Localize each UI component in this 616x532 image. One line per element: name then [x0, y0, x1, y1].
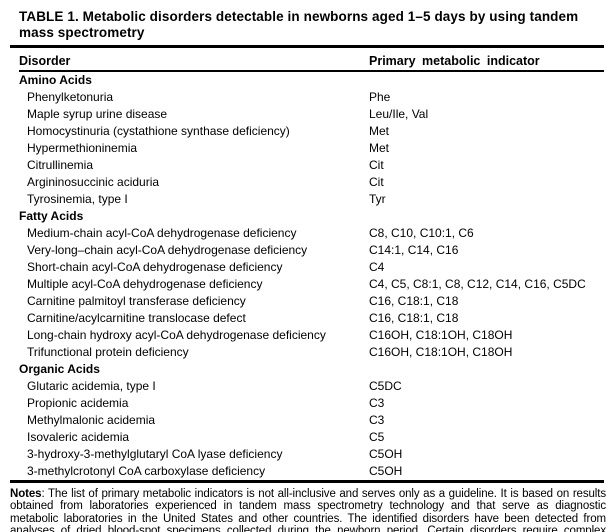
table-title-block: TABLE 1. Metabolic disorders detectable …	[10, 9, 604, 41]
disorder-cell: Trifunctional protein deficiency	[27, 345, 189, 359]
table-body: Amino Acids Phenylketonuria Phe Maple syrup…	[19, 72, 604, 480]
table-row: Long-chain hydroxy acyl-CoA dehydrogenas…	[19, 327, 604, 344]
indicator-cell: C14:1, C14, C16	[369, 243, 459, 257]
disorder-cell: Short-chain acyl-CoA dehydrogenase defic…	[27, 260, 283, 274]
indicator-cell: C8, C10, C10:1, C6	[369, 226, 474, 240]
disorder-cell: Isovaleric acidemia	[27, 430, 130, 444]
disorder-cell: Multiple acyl-CoA dehydrogenase deficien…	[27, 277, 263, 291]
section-name: Fatty Acids	[19, 209, 84, 223]
disorder-cell: Glutaric acidemia, type I	[27, 379, 156, 393]
disorder-cell: Argininosuccinic aciduria	[27, 175, 160, 189]
section-indicator-cell	[369, 208, 604, 225]
table-row: Methylmalonic acidemia C3	[19, 412, 604, 429]
column-header-disorder: Disorder	[19, 54, 71, 68]
disorder-cell: Methylmalonic acidemia	[27, 413, 156, 427]
disorder-cell: Homocystinuria (cystathione synthase def…	[27, 124, 290, 138]
indicator-cell: Cit	[369, 158, 384, 172]
indicator-cell: C5	[369, 430, 385, 444]
disorder-cell: Very-long–chain acyl-CoA dehydrogenase d…	[27, 243, 308, 257]
indicator-cell: Tyr	[369, 192, 386, 206]
disorder-cell: Medium-chain acyl-CoA dehydrogenase defi…	[27, 226, 297, 240]
table-row: 3-methylcrotonyl CoA carboxylase deficie…	[19, 463, 604, 480]
section-name: Amino Acids	[19, 73, 92, 87]
indicator-cell: C16OH, C18:1OH, C18OH	[369, 345, 513, 359]
table-row: Very-long–chain acyl-CoA dehydrogenase d…	[19, 242, 604, 259]
disorder-cell: 3-methylcrotonyl CoA carboxylase deficie…	[27, 464, 266, 478]
table-row: Tyrosinemia, type I Tyr	[19, 191, 604, 208]
table-row: Carnitine palmitoyl transferase deficien…	[19, 293, 604, 310]
indicator-cell: C4	[369, 260, 385, 274]
section-header-row: Amino Acids	[19, 72, 604, 89]
indicator-cell: Met	[369, 141, 390, 155]
table-1: TABLE 1. Metabolic disorders detectable …	[10, 9, 604, 483]
indicator-cell: Leu/Ile, Val	[369, 107, 429, 121]
disorder-cell: Citrullinemia	[27, 158, 94, 172]
indicator-cell: C16, C18:1, C18	[369, 294, 459, 308]
disorder-cell: Hypermethioninemia	[27, 141, 138, 155]
section-indicator-cell	[369, 361, 604, 378]
indicator-cell: C5OH	[369, 447, 403, 461]
disorder-cell: Propionic acidemia	[27, 396, 129, 410]
table-row: Propionic acidemia C3	[19, 395, 604, 412]
section-header-row: Fatty Acids	[19, 208, 604, 225]
table-row: 3-hydroxy-3-methylglutaryl CoA lyase def…	[19, 446, 604, 463]
disorder-cell: Maple syrup urine disease	[27, 107, 168, 121]
indicator-cell: C16OH, C18:1OH, C18OH	[369, 328, 513, 342]
disorder-cell: 3-hydroxy-3-methylglutaryl CoA lyase def…	[27, 447, 283, 461]
section-header-row: Organic Acids	[19, 361, 604, 378]
indicator-cell: C3	[369, 413, 385, 427]
indicator-cell: C4, C5, C8:1, C8, C12, C14, C16, C5DC	[369, 277, 586, 291]
indicator-cell: C5OH	[369, 464, 403, 478]
indicator-cell: Phe	[369, 90, 391, 104]
table-row: Hypermethioninemia Met	[19, 140, 604, 157]
indicator-cell: C16, C18:1, C18	[369, 311, 459, 325]
disorder-cell: Tyrosinemia, type I	[27, 192, 128, 206]
indicator-cell: C5DC	[369, 379, 402, 393]
title-rule	[10, 45, 604, 48]
table-title: TABLE 1. Metabolic disorders detectable …	[19, 9, 579, 40]
indicator-cell: Met	[369, 124, 390, 138]
table-row: Citrullinemia Cit	[19, 157, 604, 174]
table-row: Phenylketonuria Phe	[19, 89, 604, 106]
section-indicator-cell	[369, 72, 604, 89]
disorder-cell: Carnitine palmitoyl transferase deficien…	[27, 294, 246, 308]
section-name: Organic Acids	[19, 362, 100, 376]
disorder-cell: Phenylketonuria	[27, 90, 114, 104]
table-notes: Notes: The list of primary metabolic ind…	[10, 488, 606, 532]
notes-label: Notes	[10, 488, 42, 500]
table-row: Maple syrup urine disease Leu/Ile, Val	[19, 106, 604, 123]
table-row: Carnitine/acylcarnitine translocase defe…	[19, 310, 604, 327]
disorder-cell: Long-chain hydroxy acyl-CoA dehydrogenas…	[27, 328, 326, 342]
table-row: Argininosuccinic aciduria Cit	[19, 174, 604, 191]
table-row: Glutaric acidemia, type I C5DC	[19, 378, 604, 395]
table-row: Medium-chain acyl-CoA dehydrogenase defi…	[19, 225, 604, 242]
table-row: Short-chain acyl-CoA dehydrogenase defic…	[19, 259, 604, 276]
indicator-cell: Cit	[369, 175, 384, 189]
disorder-cell: Carnitine/acylcarnitine translocase defe…	[27, 311, 246, 325]
column-header-indicator: Primary metabolic indicator	[369, 54, 540, 68]
table-row: Homocystinuria (cystathione synthase def…	[19, 123, 604, 140]
table-row: Multiple acyl-CoA dehydrogenase deficien…	[19, 276, 604, 293]
table-row: Trifunctional protein deficiency C16OH, C…	[19, 344, 604, 361]
table-header-row: Disorder Primary metabolic indicator	[19, 48, 604, 72]
bottom-rule	[10, 480, 604, 483]
notes-text: : The list of primary metabolic indicato…	[10, 488, 606, 532]
indicator-cell: C3	[369, 396, 385, 410]
table-row: Isovaleric acidemia C5	[19, 429, 604, 446]
